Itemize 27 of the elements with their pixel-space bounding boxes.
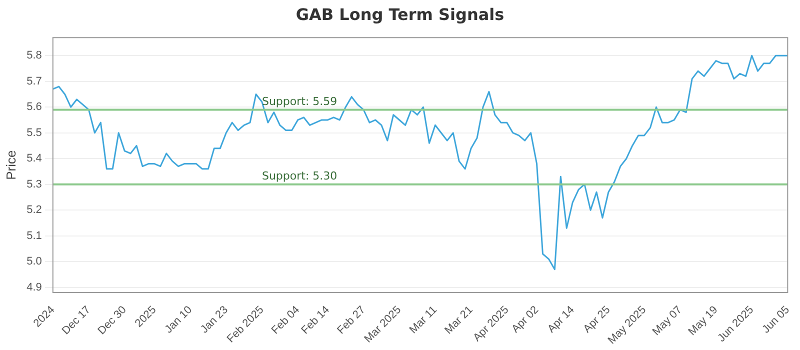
x-tick-label: Mar 11: [407, 304, 440, 336]
x-tick-label: Dec 30: [96, 304, 129, 338]
x-tick-label: Jan 23: [198, 304, 230, 336]
ref-line-label: Support: 5.59: [262, 95, 338, 108]
y-tick-label: 5.1: [26, 230, 42, 242]
y-tick-label: 4.9: [26, 281, 42, 294]
y-tick-label: 5.0: [26, 256, 42, 268]
x-tick-label: Jun 05: [760, 304, 792, 336]
y-tick-label: 5.2: [26, 204, 42, 216]
y-tick-label: 5.5: [26, 126, 42, 139]
y-tick-label: 5.3: [26, 178, 42, 190]
x-tick-label: Jan 10: [162, 304, 195, 336]
x-tick-label: May 07: [650, 304, 684, 338]
x-tick-label: Dec 17: [60, 304, 93, 338]
ref-line-label: Support: 5.30: [262, 170, 338, 183]
y-tick-label: 5.7: [26, 75, 42, 88]
y-tick-label: 5.8: [26, 50, 42, 62]
x-tick-label: Mar 21: [442, 304, 476, 337]
y-tick-label: 5.4: [26, 152, 42, 165]
x-tick-label: May 19: [686, 304, 720, 338]
y-axis-title: Price: [3, 150, 18, 180]
chart-title: GAB Long Term Signals: [294, 4, 506, 26]
x-tick-label: Apr 14: [545, 304, 577, 336]
x-tick-label: Feb 27: [335, 304, 368, 337]
x-tick-label: Apr 02: [510, 304, 542, 336]
x-tick-label: Apr 25: [581, 304, 613, 336]
y-tick-label: 5.6: [26, 101, 42, 114]
